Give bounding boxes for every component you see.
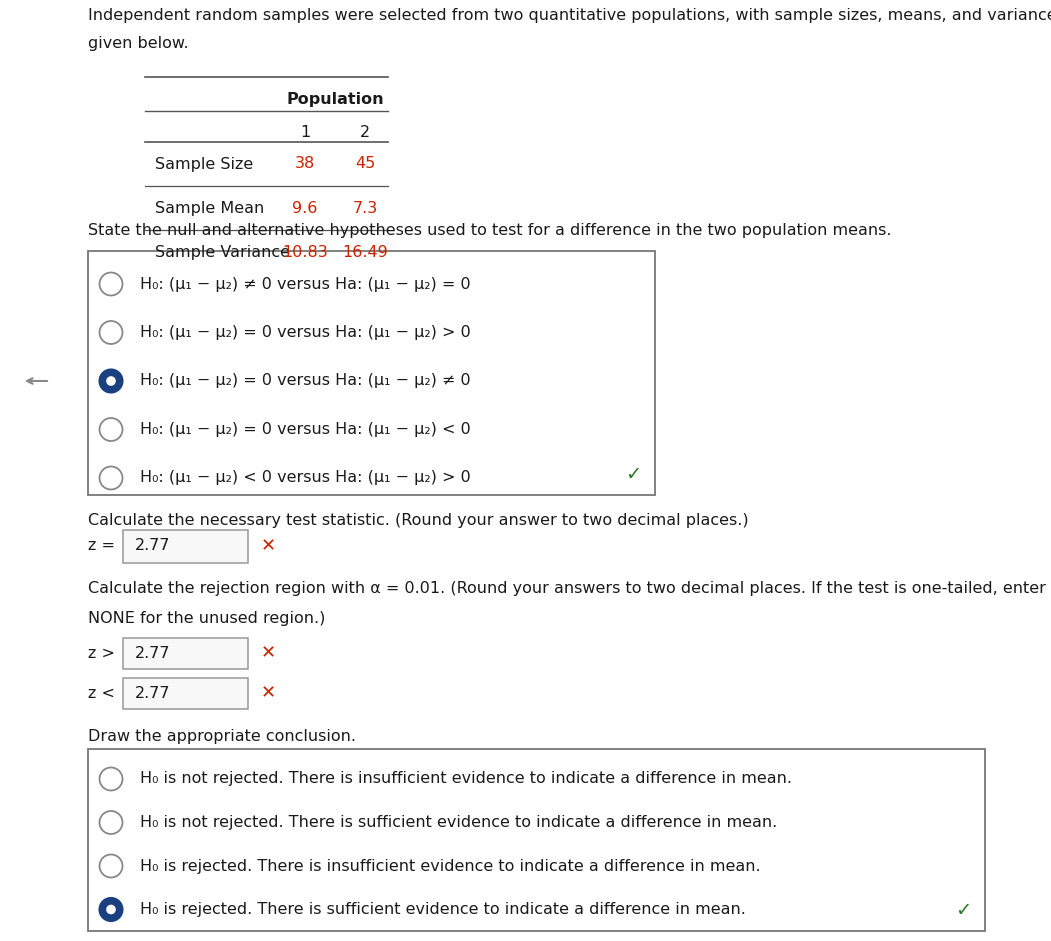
Text: Calculate the rejection region with α = 0.01. (Round your answers to two decimal: Calculate the rejection region with α = … — [88, 581, 1046, 596]
Text: ✓: ✓ — [624, 466, 641, 485]
Text: H₀ is not rejected. There is insufficient evidence to indicate a difference in m: H₀ is not rejected. There is insufficien… — [140, 772, 792, 787]
Text: H₀: (μ₁ − μ₂) ≠ 0 versus Ha: (μ₁ − μ₂) = 0: H₀: (μ₁ − μ₂) ≠ 0 versus Ha: (μ₁ − μ₂) =… — [140, 277, 471, 292]
Text: Sample Variance: Sample Variance — [154, 245, 290, 260]
Circle shape — [100, 370, 123, 392]
Text: Sample Mean: Sample Mean — [154, 200, 264, 215]
Text: H₀: (μ₁ − μ₂) = 0 versus Ha: (μ₁ − μ₂) < 0: H₀: (μ₁ − μ₂) = 0 versus Ha: (μ₁ − μ₂) <… — [140, 422, 471, 437]
Text: 2.77: 2.77 — [135, 646, 170, 661]
Text: H₀ is rejected. There is sufficient evidence to indicate a difference in mean.: H₀ is rejected. There is sufficient evid… — [140, 902, 746, 917]
Text: H₀: (μ₁ − μ₂) < 0 versus Ha: (μ₁ − μ₂) > 0: H₀: (μ₁ − μ₂) < 0 versus Ha: (μ₁ − μ₂) >… — [140, 470, 471, 486]
Circle shape — [100, 321, 123, 344]
Circle shape — [106, 376, 116, 386]
Text: 2.77: 2.77 — [135, 685, 170, 700]
Circle shape — [100, 768, 123, 790]
Text: 10.83: 10.83 — [282, 245, 328, 260]
Text: 2: 2 — [359, 125, 370, 140]
Text: State the null and alternative hypotheses used to test for a difference in the t: State the null and alternative hypothese… — [88, 223, 891, 238]
FancyBboxPatch shape — [123, 530, 248, 563]
Text: z <: z < — [88, 685, 120, 700]
Circle shape — [100, 418, 123, 441]
Text: Sample Size: Sample Size — [154, 156, 253, 171]
Text: z >: z > — [88, 646, 120, 661]
Text: 16.49: 16.49 — [343, 245, 388, 260]
Text: given below.: given below. — [88, 36, 188, 51]
Text: H₀: (μ₁ − μ₂) = 0 versus Ha: (μ₁ − μ₂) ≠ 0: H₀: (μ₁ − μ₂) = 0 versus Ha: (μ₁ − μ₂) ≠… — [140, 374, 471, 389]
Text: H₀ is rejected. There is insufficient evidence to indicate a difference in mean.: H₀ is rejected. There is insufficient ev… — [140, 858, 761, 873]
Text: 1: 1 — [300, 125, 310, 140]
Text: H₀: (μ₁ − μ₂) = 0 versus Ha: (μ₁ − μ₂) > 0: H₀: (μ₁ − μ₂) = 0 versus Ha: (μ₁ − μ₂) >… — [140, 325, 471, 340]
FancyBboxPatch shape — [88, 749, 985, 931]
Text: ✕: ✕ — [261, 644, 275, 662]
Text: 38: 38 — [295, 156, 315, 171]
Text: 7.3: 7.3 — [352, 200, 377, 215]
Circle shape — [100, 811, 123, 834]
Text: Independent random samples were selected from two quantitative populations, with: Independent random samples were selected… — [88, 8, 1051, 23]
Text: 2.77: 2.77 — [135, 538, 170, 553]
Circle shape — [100, 273, 123, 295]
Text: 45: 45 — [355, 156, 375, 171]
Circle shape — [106, 904, 116, 915]
Text: ✕: ✕ — [261, 537, 275, 555]
Text: ✕: ✕ — [261, 684, 275, 702]
FancyBboxPatch shape — [88, 251, 655, 495]
Text: 9.6: 9.6 — [292, 200, 317, 215]
Text: Draw the appropriate conclusion.: Draw the appropriate conclusion. — [88, 729, 356, 744]
Text: NONE for the unused region.): NONE for the unused region.) — [88, 611, 326, 626]
Text: z =: z = — [88, 538, 120, 553]
Text: Population: Population — [286, 92, 384, 107]
FancyBboxPatch shape — [123, 678, 248, 709]
Text: Calculate the necessary test statistic. (Round your answer to two decimal places: Calculate the necessary test statistic. … — [88, 513, 748, 528]
Text: ✓: ✓ — [954, 901, 971, 920]
FancyBboxPatch shape — [123, 637, 248, 668]
Text: H₀ is not rejected. There is sufficient evidence to indicate a difference in mea: H₀ is not rejected. There is sufficient … — [140, 815, 778, 830]
Circle shape — [100, 898, 123, 921]
Circle shape — [100, 467, 123, 489]
Circle shape — [100, 854, 123, 878]
